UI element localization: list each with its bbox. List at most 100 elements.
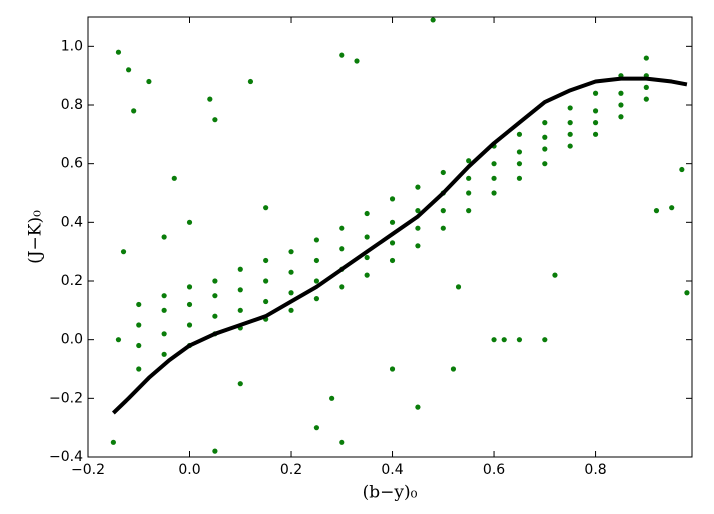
point (212, 313, 218, 319)
point (212, 117, 218, 123)
point (466, 190, 472, 196)
point (542, 134, 548, 140)
point (440, 225, 446, 231)
point (186, 322, 193, 328)
point (237, 381, 243, 387)
point (313, 257, 320, 264)
point (329, 395, 335, 401)
point (567, 143, 573, 149)
point (354, 58, 360, 64)
point (288, 307, 294, 313)
y-tick-label: −0.2 (49, 390, 83, 406)
point (491, 190, 497, 196)
point (679, 166, 685, 173)
point (516, 337, 523, 343)
point (643, 55, 649, 61)
point (136, 301, 142, 308)
point (237, 287, 243, 293)
point (364, 210, 370, 217)
point (592, 90, 599, 96)
point (161, 331, 167, 337)
point (237, 266, 243, 272)
point (146, 78, 152, 85)
y-tick-label: 0.0 (61, 332, 83, 348)
point (643, 96, 649, 102)
point (288, 269, 294, 275)
point (339, 246, 345, 252)
y-tick-label: 0.2 (61, 273, 83, 289)
point (542, 146, 548, 152)
y-tick-label: 1.0 (61, 38, 83, 54)
point (592, 131, 599, 137)
point (247, 78, 254, 85)
y-axis-label: (J−K)₀ (26, 210, 46, 264)
y-tick-label: 0.6 (61, 156, 83, 172)
point (161, 234, 167, 240)
point (389, 240, 396, 246)
point (263, 205, 269, 211)
point (567, 105, 573, 111)
point (263, 278, 269, 284)
point (126, 67, 132, 73)
point (491, 175, 497, 181)
point (136, 342, 142, 349)
point (516, 131, 523, 137)
point (115, 49, 122, 55)
point (415, 404, 421, 410)
point (313, 425, 320, 431)
point (389, 257, 396, 264)
point (389, 219, 396, 225)
point (115, 337, 122, 343)
point (466, 208, 472, 214)
point (131, 108, 137, 114)
point (313, 237, 320, 243)
point (567, 120, 573, 126)
point (263, 257, 269, 264)
point (364, 234, 370, 240)
x-tick-label: 0.2 (280, 462, 302, 478)
point (450, 366, 457, 372)
point (455, 284, 462, 290)
point (389, 196, 396, 202)
point (567, 131, 573, 137)
point (440, 208, 446, 214)
point (466, 175, 472, 181)
fit-line (111, 76, 688, 415)
x-tick-label: 0.8 (584, 462, 606, 478)
point (491, 161, 497, 167)
point (212, 278, 218, 284)
point (161, 351, 167, 357)
point (313, 296, 320, 302)
point (110, 439, 116, 445)
x-tick-label: −0.2 (71, 462, 105, 478)
point (237, 307, 243, 313)
point (207, 96, 213, 102)
x-axis-label: (b−y)₀ (363, 483, 418, 503)
point (161, 293, 167, 299)
y-tick-label: 0.4 (61, 214, 83, 230)
point (618, 114, 624, 120)
point (653, 208, 660, 214)
point (186, 219, 193, 225)
point (491, 337, 497, 343)
point (516, 149, 523, 155)
point (212, 293, 218, 299)
point (618, 102, 624, 108)
point (339, 52, 345, 58)
point (339, 284, 345, 290)
y-tick-label: 0.8 (61, 97, 83, 113)
point (684, 290, 690, 296)
point (364, 272, 370, 278)
point (186, 284, 193, 290)
point (161, 307, 167, 313)
point (592, 120, 599, 126)
point (171, 175, 177, 181)
point (136, 366, 142, 372)
point (288, 249, 294, 255)
x-tick-label: 0.0 (178, 462, 200, 478)
point (618, 90, 624, 96)
point (339, 439, 345, 445)
point (592, 108, 599, 114)
point (643, 84, 649, 90)
